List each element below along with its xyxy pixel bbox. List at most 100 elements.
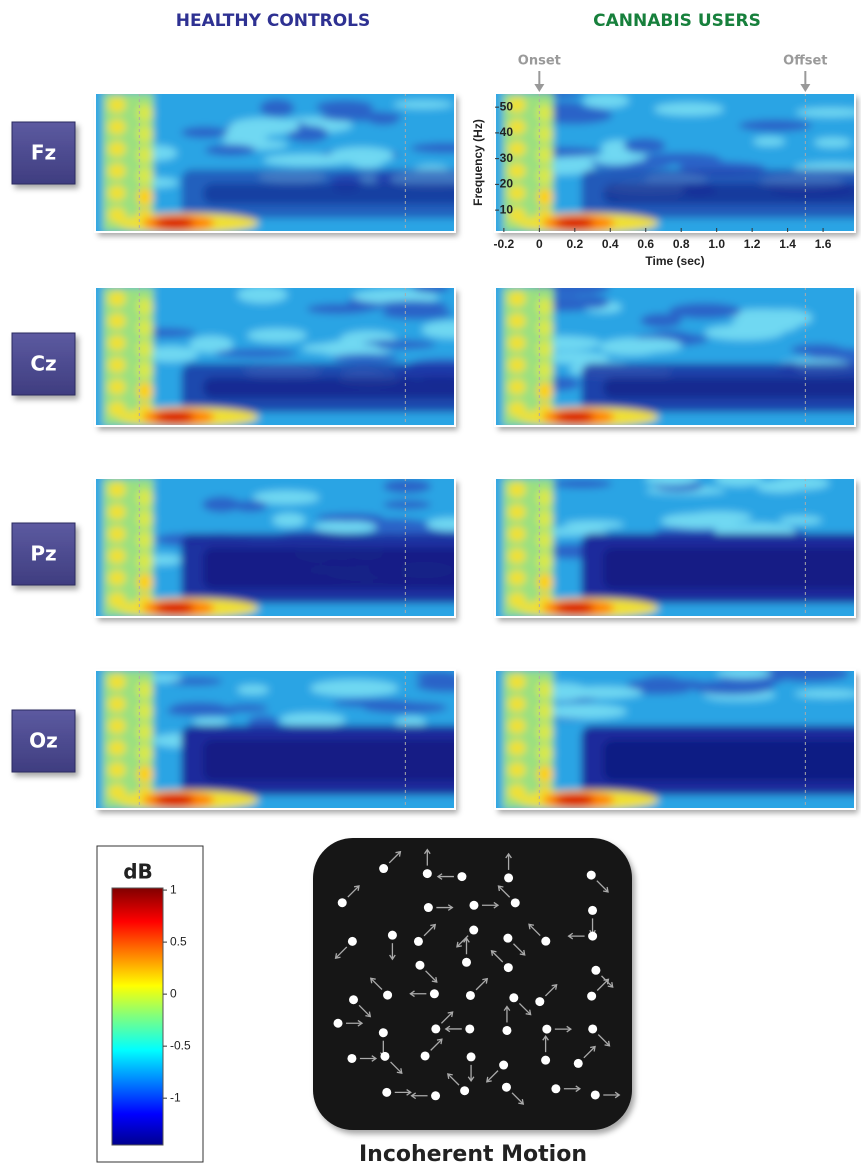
onset-blob	[108, 740, 126, 756]
onset-blob	[508, 291, 526, 307]
spectrogram	[85, 277, 563, 436]
motion-dot	[334, 1019, 343, 1028]
field-blob	[563, 520, 623, 528]
field-blob	[237, 286, 288, 303]
onset-blob	[508, 313, 526, 329]
onset-blob	[108, 718, 126, 734]
motion-dot	[541, 937, 550, 946]
motion-dot	[469, 901, 478, 910]
motion-dot	[348, 937, 357, 946]
onset-blob	[108, 313, 126, 329]
motion-dot	[503, 934, 512, 943]
response-peak	[554, 411, 594, 423]
x-tick-label: -0.2	[494, 237, 515, 251]
field-blob	[202, 497, 240, 513]
motion-dot	[430, 989, 439, 998]
onset-blob	[508, 548, 526, 564]
onset-blob	[508, 482, 526, 498]
motion-dot	[542, 1025, 551, 1034]
colorbar-tick-label: 0	[170, 986, 177, 1000]
x-tick-label: 1.6	[815, 237, 832, 251]
field-blob	[314, 521, 377, 533]
field-blob	[394, 101, 453, 109]
motion-dot	[587, 992, 596, 1001]
onset-blob	[508, 379, 526, 395]
motion-dot	[465, 1024, 474, 1033]
field-blob	[654, 103, 724, 116]
onset-blob	[137, 125, 153, 143]
field-blob	[181, 127, 228, 139]
onset-blob	[108, 504, 126, 520]
motion-dot	[588, 1024, 597, 1033]
field-blob	[215, 349, 298, 358]
onset-blob	[108, 762, 126, 778]
field-blob	[753, 137, 785, 146]
motion-dot	[502, 1083, 511, 1092]
motion-dot	[421, 1051, 430, 1060]
x-tick-label: 0.4	[602, 237, 619, 251]
motion-dot	[541, 1056, 550, 1065]
y-tick-label: 40	[500, 125, 514, 139]
x-tick-label: 0.6	[637, 237, 654, 251]
spectrogram	[85, 468, 563, 627]
onset-blob	[508, 357, 526, 373]
field-blob	[618, 338, 682, 352]
field-blob	[593, 152, 638, 165]
motion-dot	[380, 1052, 389, 1061]
motion-dot	[423, 869, 432, 878]
onset-blob	[537, 319, 553, 337]
field-blob	[416, 678, 477, 692]
low-band-core	[603, 548, 861, 590]
colorbar-tick-label: 1	[170, 882, 177, 896]
figure: HEALTHY CONTROLS CANNABIS USERS dB Incoh…	[0, 0, 861, 1168]
field-blob	[645, 473, 699, 485]
spectrogram-field	[85, 83, 563, 242]
field-blob	[626, 679, 707, 689]
onset-blob	[137, 510, 153, 528]
low-band-core	[603, 183, 861, 204]
field-blob	[563, 686, 643, 698]
motion-dot	[424, 903, 433, 912]
onset-blob	[508, 740, 526, 756]
field-blob	[383, 500, 431, 509]
motion-dot	[379, 864, 388, 873]
onset-blob	[537, 361, 553, 379]
spectrogram-field	[485, 660, 861, 819]
field-blob	[253, 491, 319, 505]
motion-dot	[349, 995, 358, 1004]
field-blob	[583, 93, 629, 107]
motion-dot	[587, 871, 596, 880]
motion-dot	[551, 1084, 560, 1093]
x-tick-label: 1.2	[744, 237, 761, 251]
spectrogram-field	[85, 660, 563, 819]
motion-dot	[588, 906, 597, 915]
onset-blob	[108, 141, 126, 157]
onset-blob	[108, 674, 126, 690]
spectrogram	[485, 277, 861, 436]
spectrogram-field	[485, 83, 861, 242]
motion-dot	[460, 1086, 469, 1095]
onset-blob	[508, 335, 526, 351]
field-blob	[427, 518, 474, 531]
field-blob	[576, 296, 609, 309]
x-tick-label: 0	[536, 237, 543, 251]
row-label: Fz	[31, 141, 56, 165]
response-peak	[554, 794, 594, 806]
spectrogram	[485, 468, 861, 627]
field-blob	[227, 704, 269, 712]
motion-dot	[591, 966, 600, 975]
field-blob	[273, 513, 306, 527]
motion-dot	[535, 997, 544, 1006]
motion-dot	[504, 963, 513, 972]
field-blob	[739, 119, 813, 131]
field-blob	[263, 154, 349, 166]
motion-dot	[383, 991, 392, 1000]
field-blob	[551, 479, 612, 488]
field-blob	[779, 516, 822, 525]
colorbar	[112, 888, 163, 1145]
row-label: Pz	[30, 542, 56, 566]
motion-dot	[379, 1028, 388, 1037]
motion-dot	[467, 1052, 476, 1061]
onset-blob	[537, 702, 553, 720]
onset-blob	[108, 379, 126, 395]
